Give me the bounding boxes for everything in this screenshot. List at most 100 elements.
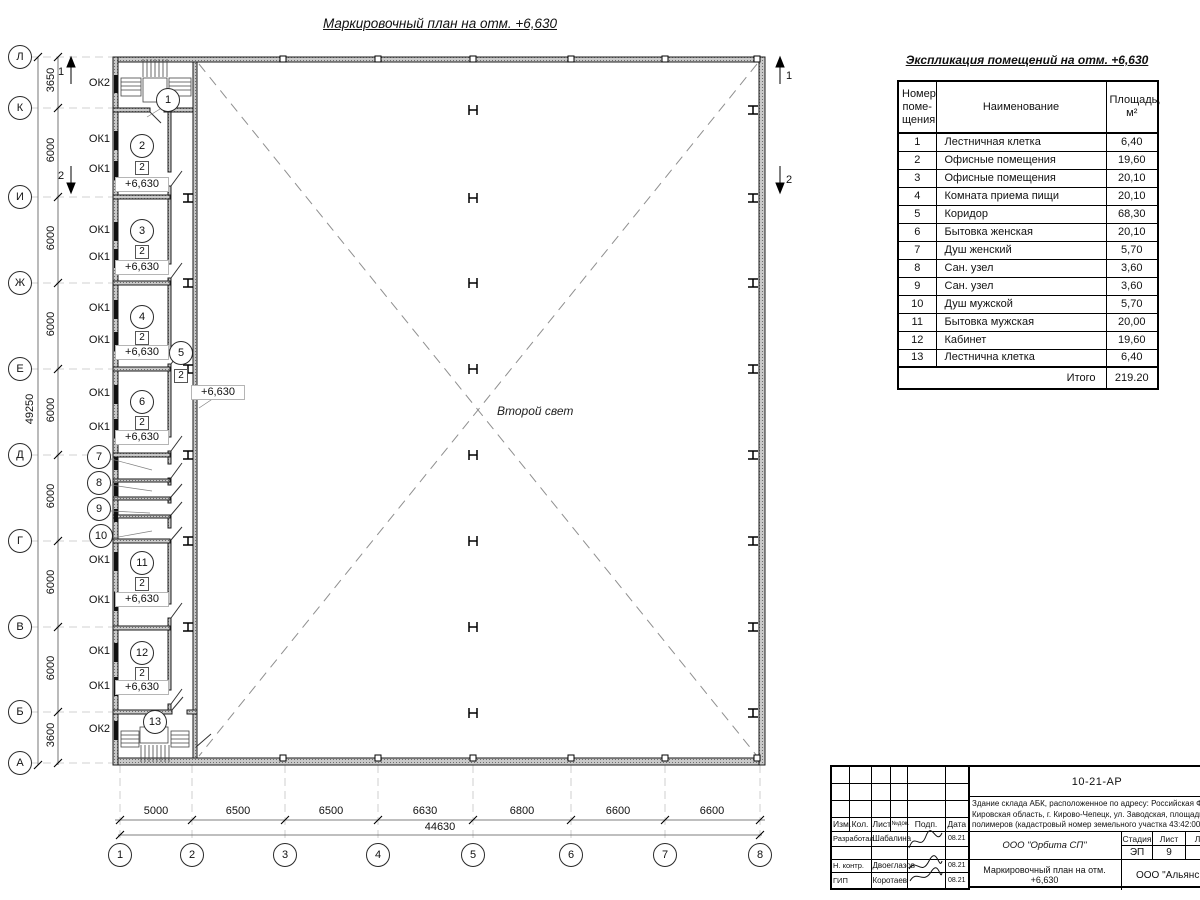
cell-area: 19,60: [1105, 330, 1159, 350]
room-number: 10: [89, 524, 113, 548]
cell-area: 20,10: [1105, 168, 1159, 188]
table-row: 10 Душ мужской 5,70: [897, 294, 1159, 314]
table-row: 7 Душ женский 5,70: [897, 240, 1159, 260]
table-row: 8 Сан. узел 3,60: [897, 258, 1159, 278]
cell-name: Сан. узел: [935, 276, 1107, 296]
axis-number: 7: [653, 843, 677, 867]
table-row: 5 Коридор 68,30: [897, 204, 1159, 224]
cell-number: 12: [897, 330, 937, 350]
room-type-mark: 2: [135, 667, 149, 681]
table-row: 13 Лестнична клетка 6,40: [897, 348, 1159, 368]
window-label: ОК1: [88, 251, 110, 263]
cell-number: 10: [897, 294, 937, 314]
signature-icon: [908, 830, 943, 849]
total-row: Итого 219.20: [897, 366, 1159, 390]
dimension-label: 6000: [45, 655, 57, 681]
axis-letter: В: [8, 615, 32, 639]
table-row: 2 Офисные помещения 19,60: [897, 150, 1159, 170]
axis-letter: А: [8, 751, 32, 775]
room-type-mark: 2: [135, 416, 149, 430]
cell-name: Сан. узел: [935, 258, 1107, 278]
cell-name: Душ мужской: [935, 294, 1107, 314]
dimension-total-label: 49250: [24, 393, 36, 425]
dimension-label: 6000: [45, 483, 57, 509]
tb-role-name: Коротаев: [870, 871, 908, 890]
cell-area: 5,70: [1105, 294, 1159, 314]
window-label: ОК2: [88, 723, 110, 735]
axis-number: 1: [108, 843, 132, 867]
dimension-label: 6000: [45, 225, 57, 251]
cell-number: 13: [897, 348, 937, 368]
stage-value: ЭП: [1122, 846, 1153, 860]
room-type-mark: 2: [135, 161, 149, 175]
tb-role-name: Двоеглазов: [870, 858, 916, 873]
dimension-label: 6500: [225, 805, 251, 817]
table-row: 6 Бытовка женская 20,10: [897, 222, 1159, 242]
room-type-mark: 2: [174, 369, 188, 383]
dimension-label: 3600: [45, 722, 57, 748]
table-row: 4 Комната приема пищи 20,10: [897, 186, 1159, 206]
elevation-label: +6,630: [115, 430, 169, 445]
room-number: 6: [130, 390, 154, 414]
cell-number: 9: [897, 276, 937, 296]
axis-letter: Д: [8, 443, 32, 467]
room-number: 1: [156, 88, 180, 112]
window-label: ОК1: [88, 554, 110, 566]
tb-header-ndok: №док.: [889, 816, 909, 832]
elevation-label: +6,630: [115, 592, 169, 607]
tb-role-label: ГИП: [830, 871, 872, 890]
dimension-label: 6600: [605, 805, 631, 817]
dimension-label: 6000: [45, 137, 57, 163]
table-row: 9 Сан. узел 3,60: [897, 276, 1159, 296]
cell-name: Лестнична клетка: [935, 348, 1107, 368]
second-light-label: Второй свет: [497, 404, 574, 418]
elevation-label: +6,630: [115, 680, 169, 695]
sheets-label: Листов: [1186, 832, 1200, 846]
axis-number: 2: [180, 843, 204, 867]
axis-letter: К: [8, 96, 32, 120]
cell-name: Кабинет: [935, 330, 1107, 350]
cell-number: 3: [897, 168, 937, 188]
plan-title: Маркировочный план на отм. +6,630: [322, 16, 557, 31]
table-row: 1 Лестничная клетка 6,40: [897, 132, 1159, 152]
dimension-label: 3650: [45, 67, 57, 93]
dimension-lines: [37, 57, 765, 836]
room-number: 9: [87, 497, 111, 521]
room-type-mark: 2: [135, 331, 149, 345]
dimension-label: 6600: [699, 805, 725, 817]
col-area: Площадь, м²: [1105, 80, 1160, 134]
leader-lines: [110, 108, 215, 539]
window-label: ОК1: [88, 163, 110, 175]
staircase-top: [120, 59, 192, 103]
walls: [112, 56, 766, 766]
dimension-ticks: [33, 52, 765, 840]
contractor-organization: ООО "Альянс: [1136, 869, 1200, 881]
window-label: ОК1: [88, 224, 110, 236]
axis-letter: Б: [8, 700, 32, 724]
axis-number: 6: [559, 843, 583, 867]
table-row: 11 Бытовка мужская 20,00: [897, 312, 1159, 332]
window-label: ОК1: [88, 645, 110, 657]
cell-area: 3,60: [1105, 258, 1159, 278]
room-number: 3: [130, 219, 154, 243]
axis-letter: Л: [8, 45, 32, 69]
cell-area: 3,60: [1105, 276, 1159, 296]
cell-number: 6: [897, 222, 937, 242]
window-label: ОК1: [88, 594, 110, 606]
window-label: ОК1: [88, 680, 110, 692]
elevation-label: +6,630: [115, 345, 169, 360]
cell-name: Коридор: [935, 204, 1107, 224]
room-number: 13: [143, 710, 167, 734]
cell-area: 20,10: [1105, 186, 1159, 206]
sheets-value: 1: [1186, 846, 1200, 860]
room-number: 7: [87, 445, 111, 469]
tb-role-label: Разработал: [830, 830, 874, 847]
room-number: 5: [169, 341, 193, 365]
cell-number: 8: [897, 258, 937, 278]
dimension-label: 6000: [45, 569, 57, 595]
total-label: Итого: [897, 366, 1107, 390]
room-number: 2: [130, 134, 154, 158]
room-number: 12: [130, 641, 154, 665]
window-label: ОК1: [88, 334, 110, 346]
